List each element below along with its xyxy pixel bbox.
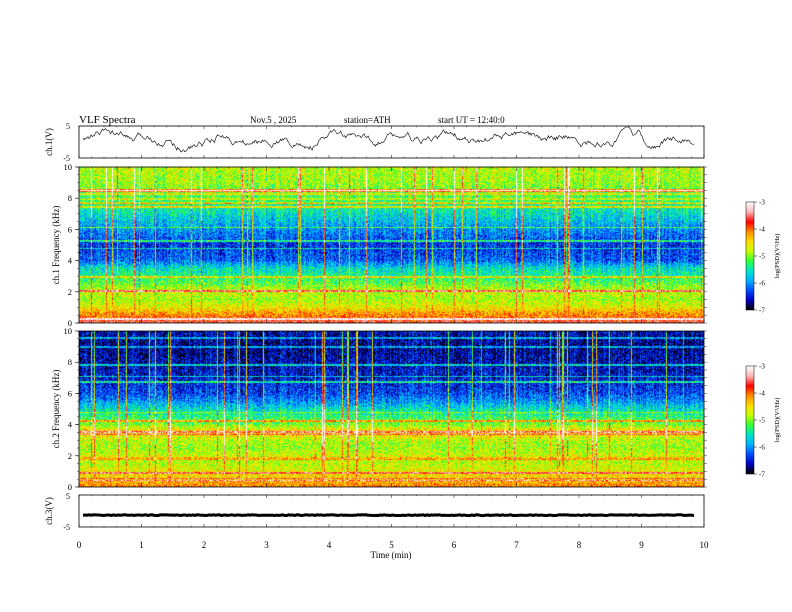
colorbar-tick-label--4: -4 [759, 390, 765, 398]
x-tick-label-8: 8 [577, 540, 582, 550]
y-tick-label-6: 6 [68, 224, 72, 234]
figure-title: VLF Spectra [79, 114, 136, 126]
colorbar-tick-label--7: -7 [759, 307, 765, 315]
ch1-spectrogram-y-ticks: 0 2 4 6 8 10 [64, 162, 707, 328]
ch1-waveform-frame [78, 125, 705, 159]
y-tick-label-8: 8 [68, 193, 72, 203]
x-tick-label-0: 0 [77, 540, 82, 550]
y-tick-label-10: 10 [64, 162, 73, 172]
y-tick-label-6: 6 [68, 388, 72, 398]
station-label: station=ATH [344, 115, 391, 125]
ch3-trace [82, 513, 695, 518]
x-axis-label: Time (min) [371, 550, 412, 560]
start-time-label: start UT = 12:40:0 [438, 115, 505, 125]
ch1-colorbar-label: log(PSD)(V²/Hz) [774, 234, 781, 279]
colorbar-tick-label--5: -5 [759, 253, 765, 261]
ch1-colorbar-ticks: -3 -4 -5 -6 -7 [754, 199, 765, 315]
colorbar-tick-label--6: -6 [759, 280, 765, 288]
ch1-waveform-panel: 5 -5 ch.1(V) [44, 122, 705, 163]
y-tick-label-4: 4 [68, 420, 73, 430]
ch2-spectrogram-ylabel: ch.2 Frequency (kHz) [51, 370, 61, 449]
ch2-spectrogram-x-ticks [78, 331, 705, 487]
ch3-waveform-x-ticks [78, 495, 705, 527]
y-tick-label-0: 0 [68, 482, 72, 492]
date-label: Nov.5 , 2025 [250, 115, 297, 125]
ch2-spectrogram-y-ticks: 0 2 4 6 8 10 [64, 326, 707, 492]
x-tick-label-9: 9 [639, 540, 644, 550]
ch1-trace [82, 126, 695, 153]
x-tick-label-5: 5 [389, 540, 394, 550]
ch1-spectrogram-ylabel: ch.1 Frequency (kHz) [51, 206, 61, 285]
y-tick-label-0: 0 [68, 318, 72, 328]
x-tick-label-10: 10 [700, 540, 710, 550]
x-tick-label-2: 2 [202, 540, 207, 550]
ch2-colorbar-label: log(PSD)(V²/Hz) [774, 398, 781, 443]
colorbar-tick-label--3: -3 [759, 199, 765, 207]
ch1-waveform-ylabel: ch.1(V) [44, 128, 54, 156]
y-tick-label-2: 2 [68, 451, 72, 461]
x-tick-label-6: 6 [452, 540, 457, 550]
x-tick-label-4: 4 [327, 540, 332, 550]
x-tick-label-1: 1 [139, 540, 144, 550]
colorbar-tick-label--5: -5 [759, 417, 765, 425]
x-tick-label-3: 3 [264, 540, 269, 550]
ch2-colorbar-ticks: -3 -4 -5 -6 -7 [754, 363, 765, 479]
y-tick-label-10: 10 [64, 326, 73, 336]
y-tick-label-2: 2 [68, 287, 72, 297]
ch1-colorbar-image [746, 202, 754, 310]
y-tick-label-8: 8 [68, 357, 72, 367]
ch1-ytick-top: 5 [66, 122, 70, 131]
ch3-ytick-bottom: -5 [63, 523, 70, 532]
x-tick-label-7: 7 [514, 540, 519, 550]
colorbar-tick-label--6: -6 [759, 444, 765, 452]
ch1-ytick-bottom: -5 [63, 154, 70, 163]
ch2-colorbar-image [746, 366, 754, 474]
ch2-spectrogram-image [79, 331, 704, 487]
ch3-waveform-ylabel: ch.3(V) [44, 497, 54, 525]
colorbar-tick-label--3: -3 [759, 363, 765, 371]
y-tick-label-4: 4 [68, 256, 73, 266]
colorbar-tick-label--7: -7 [759, 471, 765, 479]
ch1-spectrogram-image [79, 167, 704, 323]
ch3-waveform-panel: 5 -5 ch.3(V) [44, 492, 705, 532]
ch3-ytick-top: 5 [66, 492, 70, 501]
ch1-spectrogram-x-ticks [78, 167, 705, 323]
colorbar-tick-label--4: -4 [759, 226, 765, 234]
x-axis-tick-labels: 0 1 2 3 4 5 6 7 8 9 10 [77, 540, 709, 550]
ch3-waveform-frame [78, 494, 705, 528]
ch1-waveform-x-ticks [78, 126, 705, 158]
